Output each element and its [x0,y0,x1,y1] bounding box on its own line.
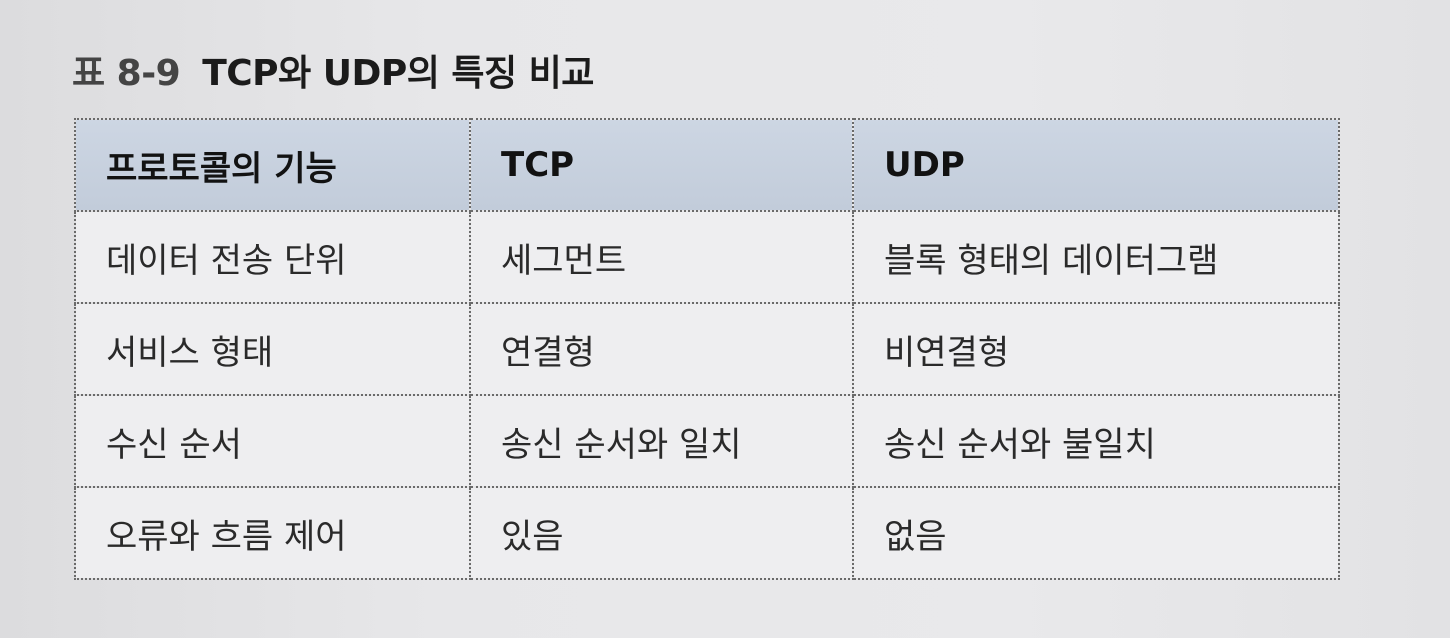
comparison-table: 프로토콜의 기능 TCP UDP 데이터 전송 단위 세그먼트 블록 형태의 데… [74,118,1340,580]
tcp-value-cell: 연결형 [469,302,854,396]
table-number: 표 8-9 [72,53,181,94]
tcp-value-cell: 있음 [469,486,854,580]
udp-value-cell: 송신 순서와 불일치 [852,394,1340,488]
table-row: 서비스 형태 연결형 비연결형 [74,302,1340,396]
row-label-cell: 서비스 형태 [74,302,471,396]
table-row: 데이터 전송 단위 세그먼트 블록 형태의 데이터그램 [74,210,1340,304]
udp-value-cell: 비연결형 [852,302,1340,396]
header-row: 프로토콜의 기능 TCP UDP [74,118,1340,212]
table-row: 오류와 흐름 제어 있음 없음 [74,486,1340,580]
udp-value-cell: 블록 형태의 데이터그램 [852,210,1340,304]
header-cell-feature: 프로토콜의 기능 [74,118,471,212]
table-title: TCP와 UDP의 특징 비교 [202,53,594,94]
table-row: 수신 순서 송신 순서와 일치 송신 순서와 불일치 [74,394,1340,488]
header-cell-udp: UDP [852,118,1340,212]
udp-value-cell: 없음 [852,486,1340,580]
table-caption: 표 8-9 TCP와 UDP의 특징 비교 [72,40,594,100]
tcp-value-cell: 세그먼트 [469,210,854,304]
tcp-value-cell: 송신 순서와 일치 [469,394,854,488]
header-cell-tcp: TCP [469,118,854,212]
row-label-cell: 오류와 흐름 제어 [74,486,471,580]
row-label-cell: 수신 순서 [74,394,471,488]
row-label-cell: 데이터 전송 단위 [74,210,471,304]
